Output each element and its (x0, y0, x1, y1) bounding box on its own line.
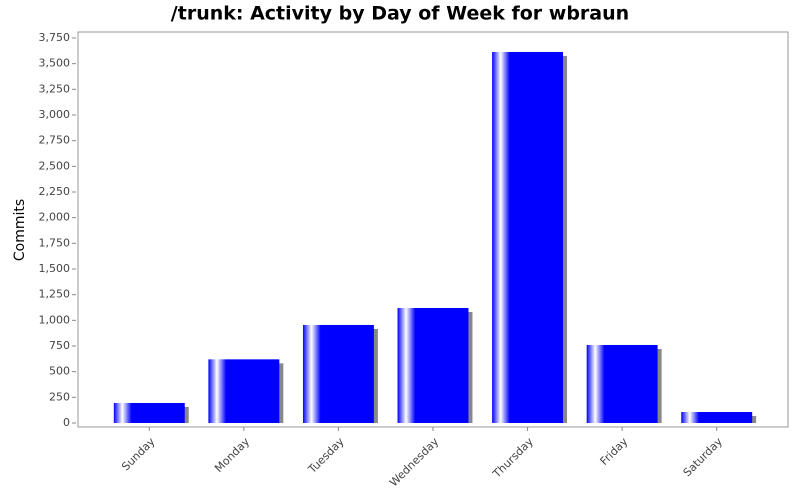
y-tick-label: 0 (63, 416, 70, 429)
y-tick-label: 500 (49, 365, 70, 378)
bar (113, 402, 185, 423)
x-tick-label: Thursday (490, 435, 536, 481)
x-tick-label: Tuesday (305, 435, 347, 477)
y-tick-label: 2,000 (39, 211, 71, 224)
bar (397, 308, 469, 423)
y-tick-label: 1,000 (39, 313, 71, 326)
y-tick-label: 2,500 (39, 159, 71, 172)
y-tick-label: 250 (49, 390, 70, 403)
y-tick-label: 2,250 (39, 185, 71, 198)
y-tick-label: 1,250 (39, 288, 71, 301)
y-axis-label: Commits (12, 199, 28, 261)
x-tick-label: Saturday (681, 435, 726, 480)
y-tick-label: 1,750 (39, 236, 71, 249)
y-tick-label: 750 (49, 339, 70, 352)
y-tick-label: 3,500 (39, 57, 71, 70)
y-tick-label: 3,000 (39, 108, 71, 121)
y-tick-label: 3,750 (39, 31, 71, 44)
bar (208, 359, 280, 423)
bar (681, 412, 753, 423)
y-tick-label: 2,750 (39, 134, 71, 147)
bar (492, 51, 564, 423)
x-tick-label: Monday (212, 435, 252, 475)
x-tick-label: Sunday (119, 435, 158, 474)
y-tick-label: 3,250 (39, 82, 71, 95)
x-tick-label: Friday (598, 435, 631, 468)
chart-title: /trunk: Activity by Day of Week for wbra… (171, 3, 629, 25)
y-tick-label: 1,500 (39, 262, 71, 275)
bar (302, 324, 374, 423)
x-tick-label: Wednesday (387, 435, 442, 490)
bar (586, 344, 658, 423)
